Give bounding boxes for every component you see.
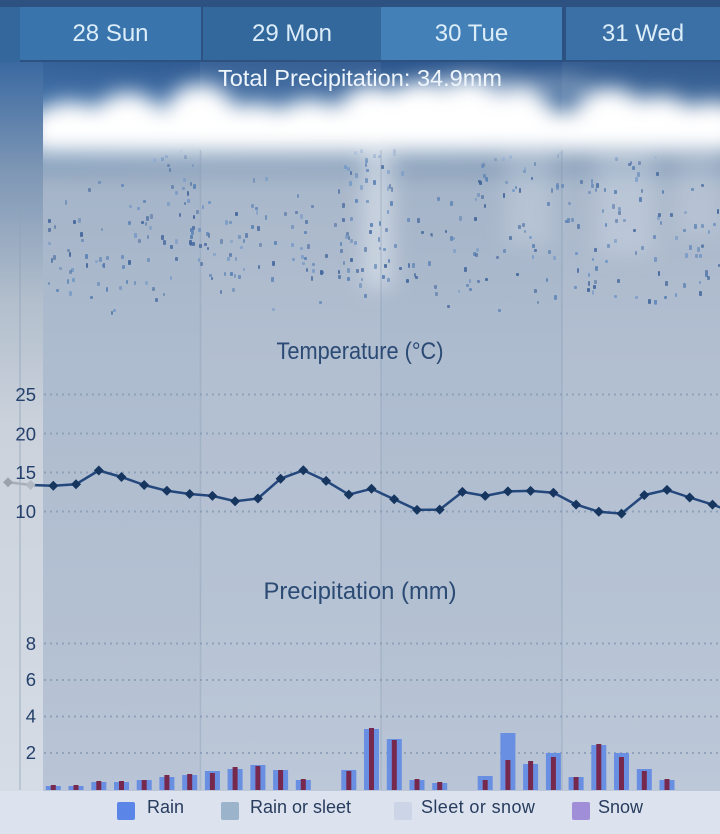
svg-text:Temperature (°C): Temperature (°C) xyxy=(277,338,444,365)
svg-text:Total Precipitation: 34.9mm: Total Precipitation: 34.9mm xyxy=(218,65,502,91)
svg-text:2: 2 xyxy=(26,742,36,763)
svg-text:15: 15 xyxy=(15,462,36,483)
svg-text:Precipitation (mm): Precipitation (mm) xyxy=(264,578,457,605)
svg-text:4: 4 xyxy=(26,706,36,727)
svg-text:10: 10 xyxy=(15,501,36,522)
svg-text:20: 20 xyxy=(15,423,36,444)
svg-text:8: 8 xyxy=(26,633,36,654)
svg-text:25: 25 xyxy=(15,384,36,405)
svg-text:6: 6 xyxy=(26,669,36,690)
